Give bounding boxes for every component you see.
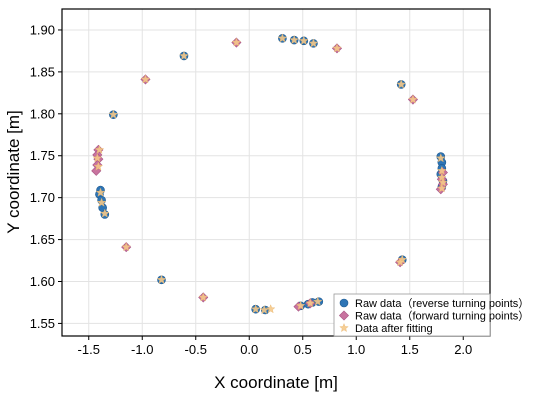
star-data-point: [408, 94, 418, 104]
legend-label: Raw data（forward turning points）: [355, 310, 529, 323]
star-data-point: [93, 161, 104, 171]
x-axis-title: X coordinate [m]: [214, 373, 338, 392]
y-tick-label: 1.70: [30, 190, 55, 205]
legend-label: Raw data（reverse turning points）: [355, 297, 529, 310]
star-data-point: [313, 296, 323, 306]
star-data-point: [179, 50, 189, 60]
x-tick-label: 1.0: [347, 342, 365, 357]
y-axis-title: Y coordinate [m]: [4, 110, 23, 233]
star-data-point: [396, 79, 406, 89]
grid: [62, 9, 490, 336]
legend-box: [333, 293, 491, 337]
y-tick-label: 1.60: [30, 274, 55, 289]
star-data-point: [265, 304, 276, 314]
star-data-point: [277, 33, 288, 43]
star-data-point: [305, 298, 315, 308]
star-data-point: [96, 197, 107, 207]
star-data-point: [295, 300, 306, 310]
star-data-point: [100, 208, 110, 218]
y-tick-label: 1.80: [30, 106, 55, 121]
plot-border: [61, 8, 491, 337]
star-data-point: [395, 257, 405, 267]
star-data-point: [259, 305, 269, 315]
star-data-point: [198, 292, 208, 302]
star-data-point: [437, 172, 447, 182]
legend-label: Data after fitting: [355, 323, 433, 335]
legend: Raw data（reverse turning points）Raw data…: [333, 293, 529, 337]
star-data-point: [437, 183, 447, 193]
plot-frame: [61, 8, 491, 337]
y-tick-label: 1.65: [30, 232, 55, 247]
y-tick-label: 1.85: [30, 64, 55, 79]
legend-star-swatch: [339, 323, 349, 333]
star-data-point: [250, 304, 261, 314]
star-data-point: [308, 38, 319, 48]
star-data-point: [92, 153, 103, 163]
y-tick-label: 1.90: [30, 22, 55, 37]
y-tick-label: 1.75: [30, 148, 55, 163]
star-data-point: [94, 144, 105, 154]
legend-diamond-swatch: [338, 310, 350, 321]
data-markers: [91, 33, 448, 315]
series-star: [92, 33, 448, 315]
star-data-point: [140, 74, 151, 84]
star-data-point: [436, 153, 446, 163]
x-tick-label: 0.5: [294, 342, 312, 357]
x-tick-label: 0.0: [240, 342, 258, 357]
x-tick-label: 1.5: [401, 342, 419, 357]
star-data-point: [299, 35, 309, 45]
x-tick-label: -1.5: [78, 342, 100, 357]
x-tick-label: 2.0: [454, 342, 472, 357]
series-circle: [95, 34, 448, 315]
star-data-point: [332, 43, 342, 53]
y-tick-label: 1.55: [30, 316, 55, 331]
star-data-point: [95, 187, 106, 197]
star-data-point: [289, 35, 299, 45]
x-tick-label: -0.5: [185, 342, 207, 357]
star-data-point: [156, 274, 167, 284]
x-tick-label: -1.0: [131, 342, 153, 357]
axis-ticks: -1.5 -1.0 -0.5 0.0 0.5 1.0 1.5 2.0 1.55 1.60 1.65 1…: [30, 22, 473, 357]
star-data-point: [121, 242, 131, 252]
star-data-point: [438, 177, 448, 187]
star-data-point: [231, 37, 242, 47]
star-data-point: [108, 109, 119, 119]
legend-circle-swatch: [339, 298, 349, 308]
